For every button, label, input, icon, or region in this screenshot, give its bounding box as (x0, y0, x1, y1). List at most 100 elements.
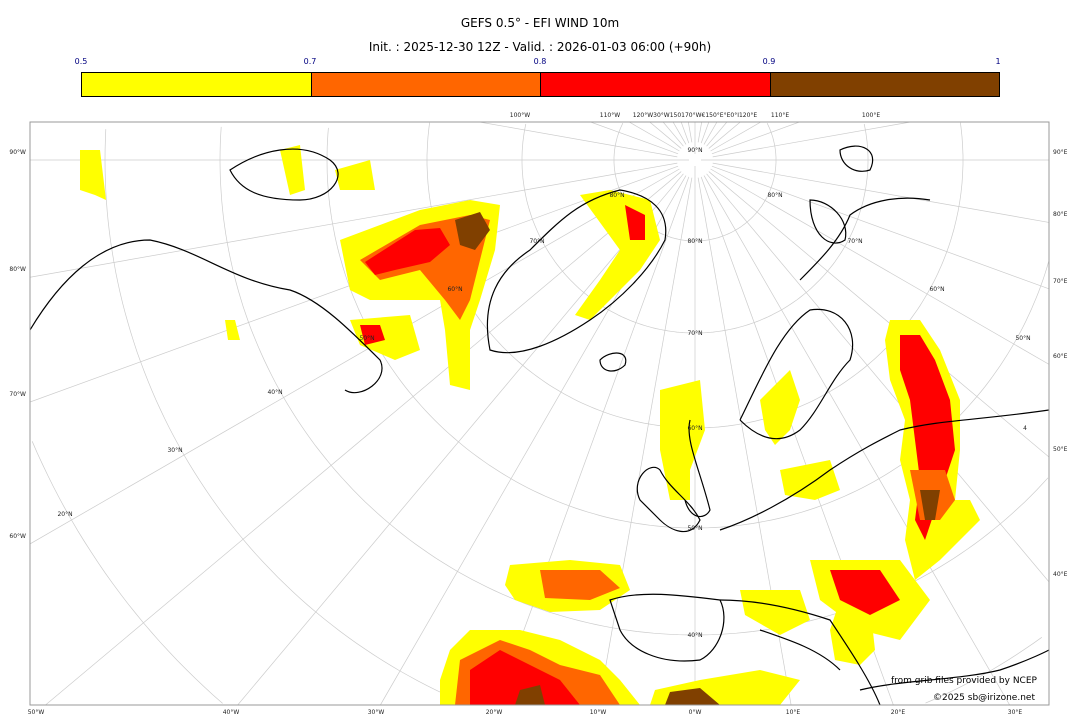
meridian-line (680, 122, 690, 144)
efi-patch (575, 190, 660, 320)
meridian-line (708, 122, 741, 149)
colorbar-tick: 0.9 (762, 57, 776, 66)
efi-patch (280, 145, 305, 195)
meridian-line (712, 162, 1049, 223)
meridian-line (590, 122, 679, 155)
efi-patch (360, 325, 385, 345)
coastline (859, 649, 1049, 691)
latitude-label: 40°N (267, 389, 282, 396)
efi-patch (660, 380, 705, 500)
longitude-label: 70°W (9, 391, 26, 398)
meridian-line (30, 162, 678, 278)
colorbar-tick: 0.5 (74, 57, 88, 66)
meridian-line (649, 122, 682, 149)
efi-patch (665, 688, 720, 705)
longitude-label: 60°W (9, 533, 26, 540)
meridian-line (711, 165, 1049, 290)
copyright: ©2025 sb@irizone.net (933, 693, 1035, 703)
colorbar-segment-yellow (82, 73, 312, 96)
latitude-label: 4 (1023, 425, 1027, 432)
meridian-line (237, 173, 684, 705)
graticule (30, 122, 1049, 705)
longitude-label: 50°E (1053, 446, 1068, 453)
meridian-line (697, 122, 703, 143)
coastline (684, 419, 711, 518)
efi-patch (225, 320, 240, 340)
latitude-circle (960, 122, 964, 160)
longitude-label: 70°E (1053, 278, 1068, 285)
longitude-label: 80°W (9, 266, 26, 273)
longitude-label: 60°E (1053, 353, 1068, 360)
latitude-label: 50°N (1015, 335, 1030, 342)
longitude-label: 80°E (1053, 211, 1068, 218)
coastline (486, 189, 667, 354)
coastline (739, 308, 854, 440)
coastline (719, 409, 1049, 531)
longitude-label: 90°E (1053, 149, 1068, 156)
coastline (719, 599, 881, 705)
longitude-label: 40°E (1053, 571, 1068, 578)
meridian-line (711, 122, 800, 155)
efi-patch (780, 460, 840, 500)
coastline (799, 197, 931, 281)
latitude-label: 70°N (529, 238, 544, 245)
latitude-label: 80°N (767, 192, 782, 199)
efi-patch (540, 570, 620, 600)
colorbar-tick: 0.8 (533, 57, 547, 66)
latitude-label: 70°N (687, 330, 702, 337)
meridian-line (629, 122, 680, 152)
latitude-circle (104, 129, 465, 704)
longitude-label: 100°E (862, 112, 880, 119)
longitude-label: 30°E (1008, 709, 1023, 716)
efi-patch (515, 685, 545, 705)
latitude-circle (613, 123, 777, 242)
latitude-label: 90°N (687, 147, 702, 154)
coastline (636, 466, 701, 533)
colorbar-segment-orange (311, 73, 541, 96)
meridian-line (700, 122, 710, 144)
efi-patch (760, 370, 800, 445)
efi-patch (365, 228, 450, 275)
longitude-label: 20°E (891, 709, 906, 716)
longitude-label: 10°E (786, 709, 801, 716)
colorbar-segment-brown (770, 73, 999, 96)
latitude-label: 60°N (447, 286, 462, 293)
efi-patch (830, 570, 900, 615)
coastline (609, 593, 725, 662)
meridian-line (672, 122, 687, 145)
longitude-label: 100°W (510, 112, 530, 119)
meridian-line (479, 122, 678, 158)
latitude-label: 40°N (687, 632, 702, 639)
latitude-label: 80°N (609, 192, 624, 199)
coastline (809, 199, 847, 244)
meridian-line (598, 177, 693, 705)
meridian-line (710, 168, 1049, 365)
latitude-label: 60°N (687, 425, 702, 432)
meridian-line (30, 168, 680, 545)
longitude-label: 50°W (28, 709, 45, 716)
meridian-line (712, 122, 911, 158)
latitude-label: 80°N (687, 238, 702, 245)
meridian-line (706, 122, 728, 147)
meridian-line (662, 122, 684, 147)
chart-title: GEFS 0.5° - EFI WIND 10m (460, 16, 620, 30)
meridian-line (703, 122, 718, 145)
latitude-circle (31, 441, 223, 704)
meridian-line (706, 173, 1049, 583)
meridian-line (496, 176, 690, 705)
coastline (839, 145, 874, 172)
meridian-line (708, 171, 1049, 458)
graticule-labels: 50°W 40°W 30°W 20°W 10°W 0°W 10°E 20°E 30°E 90°W 8… (9, 112, 1067, 716)
longitude-label: 110°W (600, 112, 620, 119)
colorbar-tick: 0.7 (303, 57, 317, 66)
latitude-label: 50°N (687, 525, 702, 532)
longitude-label: 30°W (368, 709, 385, 716)
efi-patch (80, 150, 106, 200)
coastlines (30, 145, 1049, 705)
latitude-label: 60°N (929, 286, 944, 293)
efi-patch (920, 490, 940, 520)
efi-patch (740, 590, 810, 635)
longitude-label: 40°W (223, 709, 240, 716)
